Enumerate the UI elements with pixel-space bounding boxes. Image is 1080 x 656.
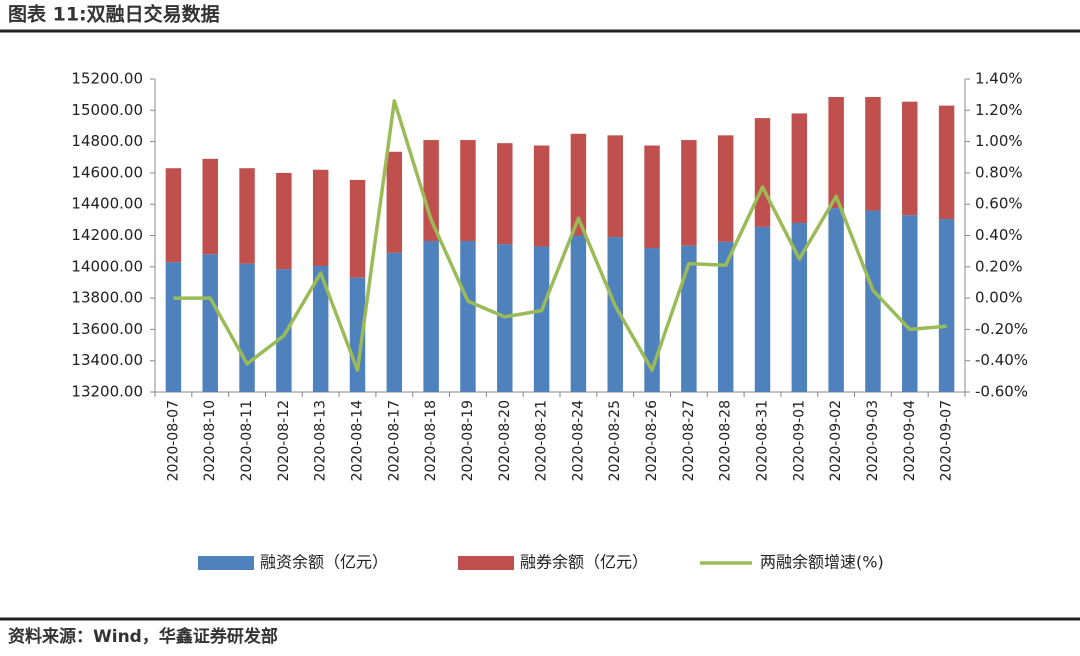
bar-segment xyxy=(607,237,623,392)
bar-segment xyxy=(202,158,218,255)
x-tick-label: 2020-08-25 xyxy=(607,400,623,481)
bar-segment xyxy=(828,208,844,392)
bar-segment xyxy=(902,101,918,216)
x-tick-label: 2020-08-18 xyxy=(423,400,439,481)
bar-segment xyxy=(791,222,808,392)
bar-segment xyxy=(865,96,881,211)
bar-segment xyxy=(386,151,403,253)
bar-segment xyxy=(460,140,476,241)
bar-segment xyxy=(681,140,697,246)
x-tick-label: 2020-08-21 xyxy=(534,400,550,481)
bar-segment xyxy=(239,168,255,264)
x-tick-label: 2020-08-12 xyxy=(276,400,292,481)
y2-tick-label: 0.60% xyxy=(975,195,1023,213)
bar-segment xyxy=(533,145,550,247)
y-tick-label: 13800.00 xyxy=(71,289,143,307)
y2-tick-label: 0.40% xyxy=(975,226,1023,244)
x-tick-label: 2020-08-24 xyxy=(570,400,586,481)
bar-segment xyxy=(349,179,366,278)
bar-segment xyxy=(276,172,292,270)
bar-segment xyxy=(754,226,771,392)
y-tick-label: 13600.00 xyxy=(71,320,143,338)
bar-segment xyxy=(865,210,881,392)
bar-segment xyxy=(312,266,329,392)
y2-tick-label: 1.00% xyxy=(975,132,1023,150)
x-tick-label: 2020-09-01 xyxy=(791,400,807,481)
y-tick-label: 15200.00 xyxy=(71,70,143,88)
legend-label: 两融余额增速(%) xyxy=(760,553,884,572)
bar-segment xyxy=(902,215,918,392)
bar-segment xyxy=(938,105,955,220)
x-tick-label: 2020-08-27 xyxy=(681,400,697,481)
x-tick-label: 2020-09-07 xyxy=(939,400,955,481)
bar-segment xyxy=(165,262,182,392)
bar-segment xyxy=(239,263,255,392)
bar-segment xyxy=(754,118,771,227)
bar-segment xyxy=(717,241,734,392)
y2-tick-label: 0.20% xyxy=(975,257,1023,275)
y-tick-label: 15000.00 xyxy=(71,101,143,119)
x-tick-label: 2020-08-26 xyxy=(644,400,660,481)
legend-label: 融券余额（亿元） xyxy=(520,553,648,572)
source: 资料来源：Wind，华鑫证券研发部 xyxy=(8,626,278,647)
y2-tick-label: 0.80% xyxy=(975,163,1023,181)
bar-segment xyxy=(607,135,623,238)
bar-segment xyxy=(791,113,808,223)
y-tick-label: 14000.00 xyxy=(71,257,143,275)
x-tick-label: 2020-08-17 xyxy=(386,400,402,481)
x-tick-label: 2020-09-02 xyxy=(828,400,844,481)
y2-tick-label: 1.20% xyxy=(975,101,1023,119)
y2-tick-label: -0.60% xyxy=(975,383,1028,401)
y-tick-label: 14800.00 xyxy=(71,132,143,150)
legend-swatch xyxy=(198,556,254,570)
y-tick-label: 14600.00 xyxy=(71,163,143,181)
bar-segment xyxy=(165,168,182,263)
y2-tick-label: -0.20% xyxy=(975,320,1028,338)
bar-segment xyxy=(644,145,660,249)
line-series xyxy=(173,99,947,372)
y2-tick-label: -0.40% xyxy=(975,351,1028,369)
y2-tick-label: 0.00% xyxy=(975,289,1023,307)
bar-segment xyxy=(312,169,329,267)
y-tick-label: 14200.00 xyxy=(71,226,143,244)
bar-segment xyxy=(938,219,955,392)
y2-tick-label: 1.40% xyxy=(975,70,1023,88)
bar-segment xyxy=(717,135,734,242)
x-tick-label: 2020-08-14 xyxy=(350,400,366,481)
y-tick-label: 14400.00 xyxy=(71,195,143,213)
x-tick-label: 2020-08-19 xyxy=(460,400,476,481)
bar-segment xyxy=(386,252,403,392)
bar-segment xyxy=(460,240,476,392)
x-tick-label: 2020-08-10 xyxy=(202,400,218,481)
bar-segment xyxy=(570,235,587,392)
bar-segment xyxy=(828,96,844,209)
bar-segment xyxy=(276,269,292,392)
x-tick-label: 2020-08-11 xyxy=(239,400,255,481)
y-tick-label: 13400.00 xyxy=(71,351,143,369)
bar-segment xyxy=(570,133,587,236)
bar-segment xyxy=(681,245,697,392)
bar-segment xyxy=(423,240,439,392)
bar-segment xyxy=(533,246,550,392)
legend-swatch xyxy=(458,556,514,570)
bar-segment xyxy=(423,140,439,241)
legend-label: 融资余额（亿元） xyxy=(260,553,388,572)
bar-segment xyxy=(497,143,513,245)
x-tick-label: 2020-08-07 xyxy=(165,400,181,481)
x-tick-label: 2020-09-04 xyxy=(902,400,918,481)
x-tick-label: 2020-09-03 xyxy=(865,400,881,481)
x-tick-label: 2020-08-28 xyxy=(718,400,734,481)
x-tick-label: 2020-08-31 xyxy=(755,400,771,481)
x-tick-label: 2020-08-13 xyxy=(313,400,329,481)
bar-segment xyxy=(202,254,218,392)
chart-title: 图表 11:双融日交易数据 xyxy=(8,3,220,26)
x-tick-label: 2020-08-20 xyxy=(497,400,513,481)
y-tick-label: 13200.00 xyxy=(71,383,143,401)
